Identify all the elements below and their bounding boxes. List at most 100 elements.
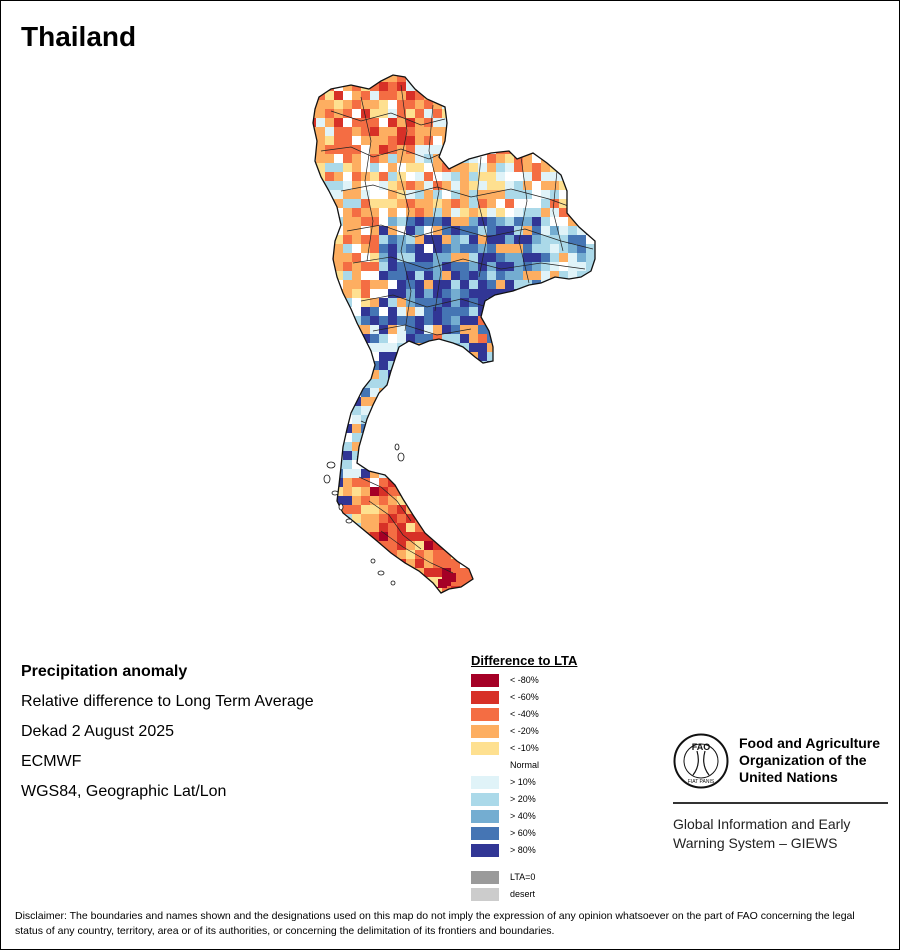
anomaly-cell bbox=[361, 298, 370, 307]
legend-label: < -20% bbox=[510, 726, 539, 736]
anomaly-cell bbox=[595, 514, 604, 523]
anomaly-cell bbox=[451, 181, 460, 190]
anomaly-cell bbox=[406, 523, 415, 532]
anomaly-cell bbox=[388, 217, 397, 226]
anomaly-cell bbox=[433, 109, 442, 118]
anomaly-cell bbox=[334, 379, 343, 388]
anomaly-cell bbox=[388, 298, 397, 307]
anomaly-cell bbox=[433, 487, 442, 496]
anomaly-cell bbox=[316, 397, 325, 406]
anomaly-cell bbox=[415, 487, 424, 496]
anomaly-cell bbox=[313, 370, 316, 379]
anomaly-cell bbox=[379, 208, 388, 217]
anomaly-cell bbox=[496, 91, 505, 100]
anomaly-cell bbox=[541, 172, 550, 181]
anomaly-cell bbox=[397, 469, 406, 478]
anomaly-cell bbox=[334, 307, 343, 316]
anomaly-cell bbox=[523, 370, 532, 379]
anomaly-cell bbox=[379, 127, 388, 136]
anomaly-cell bbox=[370, 75, 379, 82]
anomaly-cell bbox=[316, 100, 325, 109]
anomaly-cell bbox=[343, 190, 352, 199]
anomaly-cell bbox=[370, 370, 379, 379]
anomaly-cell bbox=[469, 118, 478, 127]
anomaly-cell bbox=[550, 379, 559, 388]
anomaly-cell bbox=[532, 424, 541, 433]
anomaly-cell bbox=[397, 127, 406, 136]
anomaly-cell bbox=[316, 541, 325, 550]
anomaly-cell bbox=[559, 172, 568, 181]
anomaly-cell bbox=[496, 577, 505, 586]
anomaly-cell bbox=[595, 406, 604, 415]
anomaly-cell bbox=[442, 91, 451, 100]
anomaly-cell bbox=[433, 406, 442, 415]
anomaly-cell bbox=[550, 172, 559, 181]
anomaly-cell bbox=[505, 496, 514, 505]
anomaly-cell bbox=[595, 235, 604, 244]
anomaly-cell bbox=[415, 415, 424, 424]
anomaly-cell bbox=[433, 361, 442, 370]
anomaly-cell bbox=[397, 181, 406, 190]
anomaly-cell bbox=[586, 172, 595, 181]
anomaly-cell bbox=[313, 298, 316, 307]
anomaly-cell bbox=[478, 226, 487, 235]
anomaly-cell bbox=[433, 316, 442, 325]
anomaly-cell bbox=[415, 577, 424, 586]
anomaly-cell bbox=[595, 442, 604, 451]
anomaly-cell bbox=[586, 181, 595, 190]
anomaly-cell bbox=[568, 523, 577, 532]
anomaly-cell bbox=[379, 91, 388, 100]
anomaly-cell bbox=[415, 253, 424, 262]
anomaly-cell bbox=[442, 478, 451, 487]
anomaly-cell bbox=[523, 595, 532, 604]
anomaly-cell bbox=[352, 307, 361, 316]
anomaly-cell bbox=[523, 181, 532, 190]
anomaly-cell bbox=[415, 181, 424, 190]
anomaly-cell bbox=[361, 75, 370, 82]
anomaly-cell bbox=[577, 487, 586, 496]
anomaly-cell bbox=[595, 550, 604, 559]
anomaly-cell bbox=[388, 325, 397, 334]
anomaly-cell bbox=[496, 280, 505, 289]
legend-label: < -10% bbox=[510, 743, 539, 753]
anomaly-cell bbox=[550, 280, 559, 289]
anomaly-cell bbox=[586, 568, 595, 577]
anomaly-cell bbox=[316, 379, 325, 388]
anomaly-cell bbox=[577, 532, 586, 541]
anomaly-cell bbox=[559, 532, 568, 541]
anomaly-cell bbox=[487, 469, 496, 478]
anomaly-cell bbox=[460, 244, 469, 253]
anomaly-cell bbox=[550, 388, 559, 397]
anomaly-cell bbox=[424, 244, 433, 253]
anomaly-cell bbox=[397, 235, 406, 244]
anomaly-cell bbox=[541, 559, 550, 568]
anomaly-cell bbox=[496, 442, 505, 451]
anomaly-cell bbox=[451, 451, 460, 460]
anomaly-cell bbox=[595, 217, 604, 226]
anomaly-cell bbox=[523, 244, 532, 253]
anomaly-cell bbox=[496, 334, 505, 343]
anomaly-cell bbox=[550, 361, 559, 370]
anomaly-cell bbox=[352, 370, 361, 379]
anomaly-cell bbox=[316, 208, 325, 217]
anomaly-cell bbox=[469, 217, 478, 226]
anomaly-cell bbox=[313, 469, 316, 478]
anomaly-cell bbox=[514, 523, 523, 532]
anomaly-cell bbox=[523, 478, 532, 487]
anomaly-cell bbox=[415, 334, 424, 343]
anomaly-cell bbox=[442, 424, 451, 433]
anomaly-cell bbox=[532, 532, 541, 541]
anomaly-cell bbox=[487, 82, 496, 91]
anomaly-cell bbox=[595, 316, 604, 325]
anomaly-cell bbox=[397, 316, 406, 325]
anomaly-cell bbox=[541, 550, 550, 559]
anomaly-cell bbox=[343, 379, 352, 388]
anomaly-cell bbox=[316, 334, 325, 343]
anomaly-cell bbox=[514, 298, 523, 307]
anomaly-cell bbox=[313, 415, 316, 424]
anomaly-cell bbox=[568, 424, 577, 433]
anomaly-cell bbox=[316, 298, 325, 307]
anomaly-cell bbox=[541, 163, 550, 172]
anomaly-cell bbox=[523, 559, 532, 568]
anomaly-cell bbox=[316, 235, 325, 244]
